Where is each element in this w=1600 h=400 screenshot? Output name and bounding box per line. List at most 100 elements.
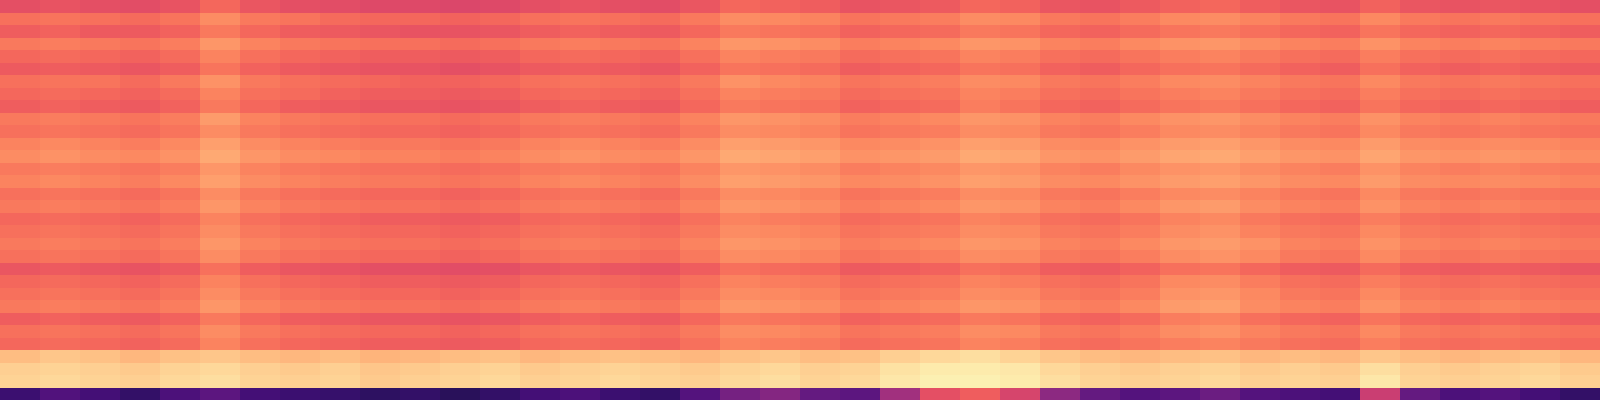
heatmap-cell xyxy=(240,263,281,276)
heatmap-cell xyxy=(1160,125,1201,138)
heatmap-cell xyxy=(840,188,881,201)
heatmap-cell xyxy=(360,213,401,226)
heatmap-cell xyxy=(520,300,561,313)
heatmap-cell xyxy=(280,138,321,151)
heatmap-cell xyxy=(480,75,521,88)
heatmap-cell xyxy=(560,300,601,313)
heatmap-cell xyxy=(80,288,121,301)
heatmap-cell xyxy=(1320,125,1361,138)
heatmap-cell xyxy=(1120,75,1161,88)
heatmap-cell xyxy=(1120,238,1161,251)
heatmap-cell xyxy=(1360,138,1401,151)
heatmap-cell xyxy=(1040,275,1081,288)
heatmap-cell xyxy=(1520,188,1561,201)
heatmap-cell xyxy=(840,213,881,226)
heatmap-cell xyxy=(1200,350,1241,363)
heatmap-cell xyxy=(120,300,161,313)
heatmap-cell xyxy=(1240,350,1281,363)
heatmap-cell xyxy=(600,363,641,376)
heatmap-cell xyxy=(840,300,881,313)
heatmap-cell xyxy=(840,288,881,301)
heatmap-cell xyxy=(1320,200,1361,213)
heatmap-cell xyxy=(680,338,721,351)
heatmap-cell xyxy=(0,338,41,351)
heatmap-cell xyxy=(800,338,841,351)
heatmap-cell xyxy=(440,275,481,288)
heatmap-cell xyxy=(1200,363,1241,376)
heatmap-cell xyxy=(800,200,841,213)
heatmap-cell xyxy=(880,138,921,151)
heatmap-cell xyxy=(680,100,721,113)
heatmap-cell xyxy=(920,50,961,63)
heatmap-cell xyxy=(680,138,721,151)
heatmap-cell xyxy=(1400,238,1441,251)
heatmap-cell xyxy=(680,250,721,263)
heatmap-cell xyxy=(600,175,641,188)
heatmap-cell xyxy=(760,250,801,263)
heatmap-cell xyxy=(40,25,81,38)
heatmap-cell xyxy=(840,0,881,13)
heatmap-cell xyxy=(120,375,161,388)
heatmap-cell xyxy=(40,200,81,213)
heatmap-cell xyxy=(1000,388,1041,400)
heatmap-cell xyxy=(1480,150,1521,163)
heatmap-cell xyxy=(1040,363,1081,376)
heatmap-cell xyxy=(160,188,201,201)
heatmap-cell xyxy=(1160,225,1201,238)
heatmap-cell xyxy=(1240,13,1281,26)
heatmap-cell xyxy=(0,288,41,301)
heatmap-cell xyxy=(1480,388,1521,400)
heatmap-cell xyxy=(1120,150,1161,163)
heatmap-cell xyxy=(1320,363,1361,376)
heatmap-cell xyxy=(320,75,361,88)
heatmap-cell xyxy=(1560,238,1600,251)
heatmap-cell xyxy=(1360,163,1401,176)
heatmap-cell xyxy=(920,13,961,26)
heatmap-cell xyxy=(840,238,881,251)
heatmap-cell xyxy=(560,100,601,113)
heatmap-cell xyxy=(440,250,481,263)
heatmap-cell xyxy=(960,363,1001,376)
heatmap-cell xyxy=(720,50,761,63)
heatmap-cell xyxy=(760,13,801,26)
heatmap-cell xyxy=(1440,363,1481,376)
heatmap-cell xyxy=(760,325,801,338)
heatmap-cell xyxy=(200,75,241,88)
heatmap-cell xyxy=(880,238,921,251)
heatmap-cell xyxy=(840,100,881,113)
heatmap-cell xyxy=(0,313,41,326)
heatmap-cell xyxy=(320,200,361,213)
heatmap-cell xyxy=(1320,250,1361,263)
heatmap-cell xyxy=(1280,313,1321,326)
heatmap-cell xyxy=(480,325,521,338)
heatmap-cell xyxy=(760,88,801,101)
heatmap-cell xyxy=(560,63,601,76)
heatmap-cell xyxy=(800,100,841,113)
heatmap-cell xyxy=(1560,125,1600,138)
heatmap-cell xyxy=(1520,25,1561,38)
heatmap-cell xyxy=(360,175,401,188)
heatmap-cell xyxy=(160,300,201,313)
heatmap-cell xyxy=(800,288,841,301)
heatmap-cell xyxy=(840,13,881,26)
heatmap-cell xyxy=(760,313,801,326)
heatmap-cell xyxy=(840,338,881,351)
heatmap-cell xyxy=(1040,113,1081,126)
heatmap-cell xyxy=(160,163,201,176)
heatmap-cell xyxy=(960,300,1001,313)
heatmap-cell xyxy=(1160,113,1201,126)
heatmap-cell xyxy=(400,188,441,201)
heatmap-cell xyxy=(800,88,841,101)
heatmap-cell xyxy=(160,38,201,51)
heatmap-cell xyxy=(720,13,761,26)
heatmap-cell xyxy=(760,375,801,388)
heatmap-cell xyxy=(200,300,241,313)
heatmap-cell xyxy=(120,175,161,188)
heatmap-cell xyxy=(1360,63,1401,76)
heatmap-cell xyxy=(1160,38,1201,51)
heatmap-cell xyxy=(320,375,361,388)
heatmap-cell xyxy=(160,238,201,251)
heatmap-cell xyxy=(40,13,81,26)
heatmap-cell xyxy=(240,175,281,188)
heatmap-cell xyxy=(600,338,641,351)
